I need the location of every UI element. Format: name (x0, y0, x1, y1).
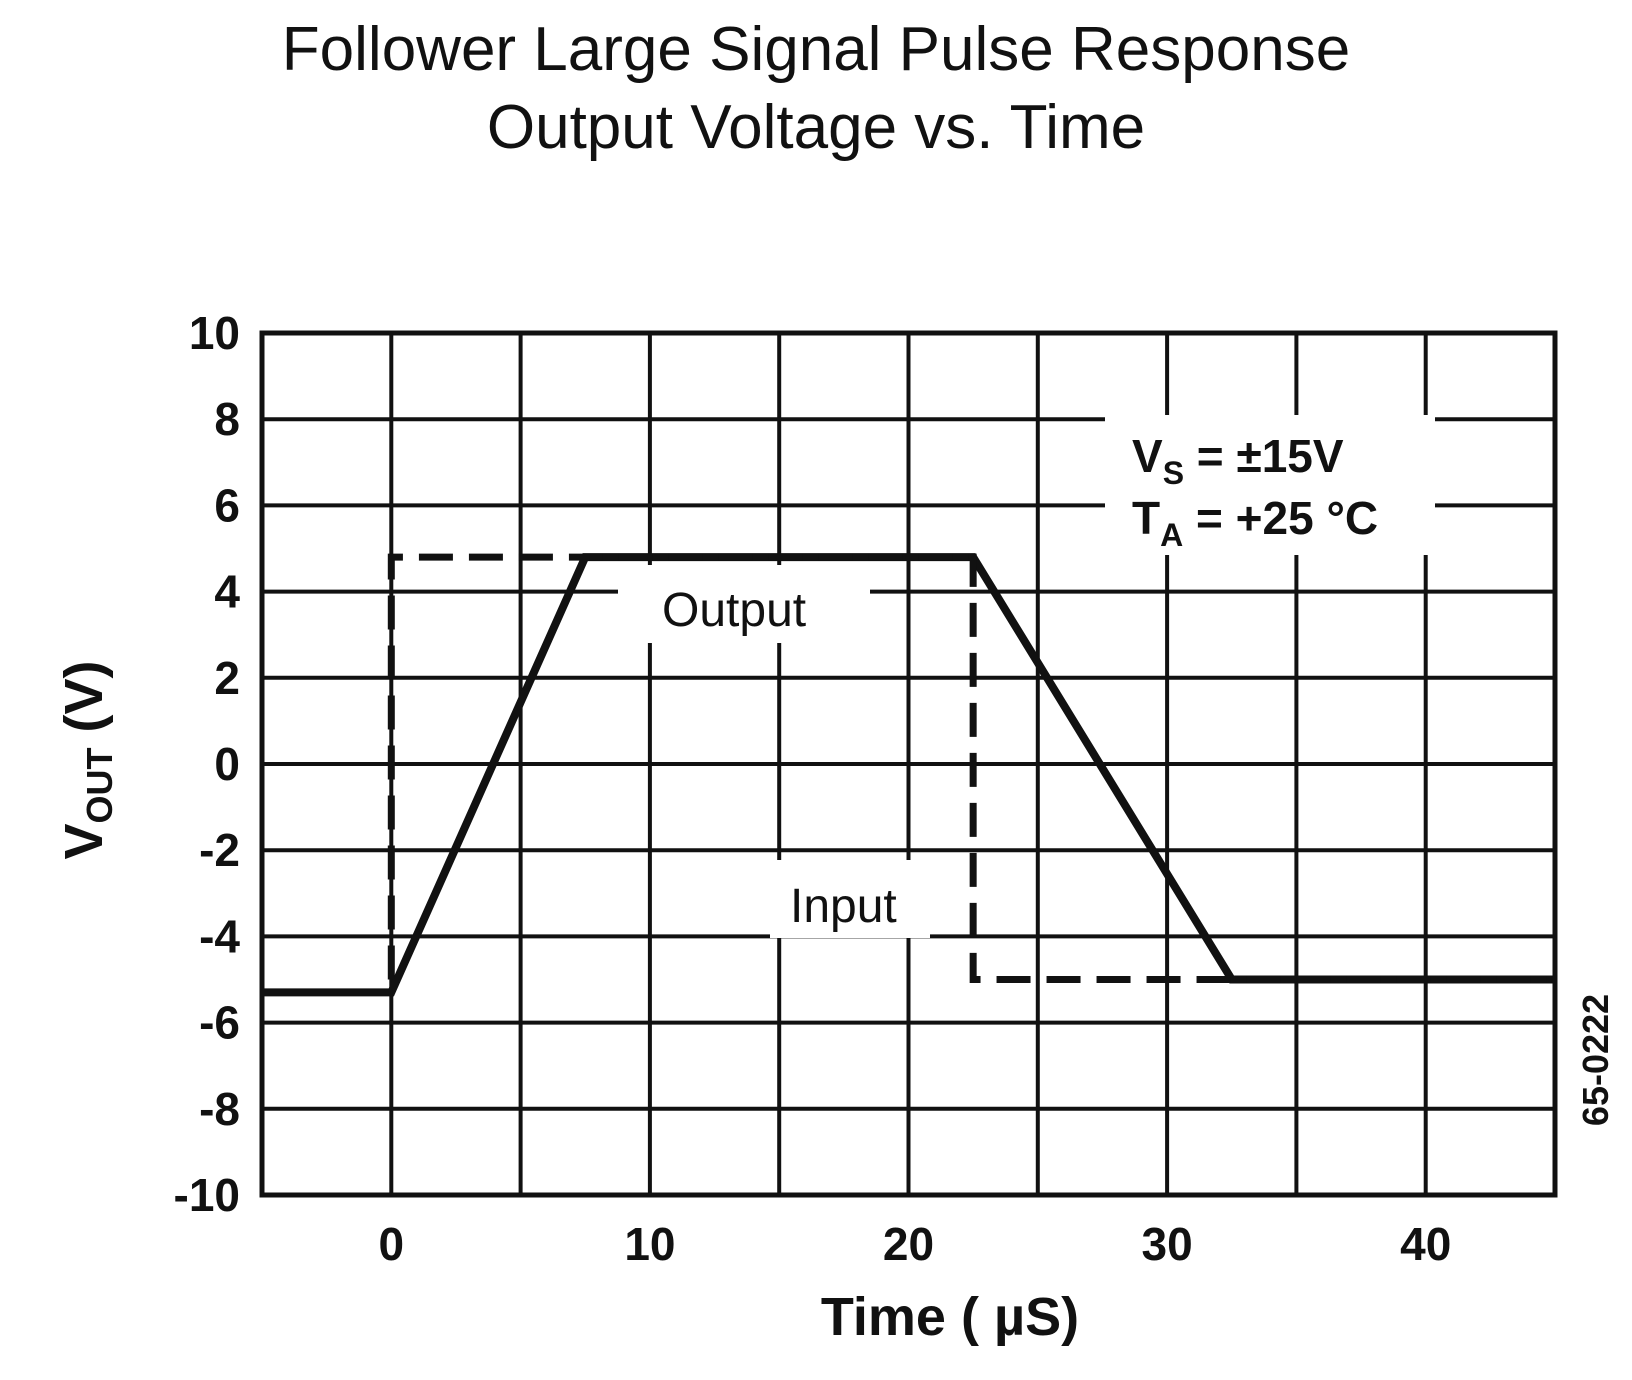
y-tick-label: 10 (189, 307, 240, 359)
x-tick-label: 40 (1400, 1218, 1451, 1270)
y-tick-label: -8 (199, 1083, 240, 1135)
condition-temperature-value: = +25 °C (1183, 492, 1378, 544)
x-axis-label: Time ( µS) (821, 1287, 1079, 1347)
plot-frame (259, 330, 1558, 1198)
condition-supply-subscript: S (1163, 455, 1184, 491)
y-tick-label: 8 (214, 393, 240, 445)
y-tick-label: 6 (214, 479, 240, 531)
plot-border (259, 330, 1558, 1198)
input-label-bg (770, 860, 930, 938)
condition-supply: VS = ±15V (1132, 430, 1344, 491)
x-tick-label: 30 (1142, 1218, 1193, 1270)
plot-series (262, 553, 1555, 997)
chart-subtitle: Output Voltage vs. Time (486, 93, 1146, 162)
x-tick-label: 0 (379, 1218, 405, 1270)
y-tick-label: 4 (214, 566, 240, 618)
y-axis-label-subscript: OUT (79, 747, 120, 823)
y-tick-label: -2 (199, 824, 240, 876)
annotations: Output Input VS = ±15V TA = +25 °C (618, 415, 1435, 938)
condition-temperature-subscript: A (1160, 517, 1183, 553)
y-axis-label-main: V (54, 823, 114, 859)
series-label-input: Input (790, 880, 897, 933)
y-axis-label: VOUT (V) (54, 660, 120, 859)
condition-temperature-symbol: T (1132, 492, 1160, 544)
y-tick-label: 2 (214, 652, 240, 704)
figure-code: 65-0222 (1575, 994, 1616, 1126)
chart-title: Follower Large Signal Pulse Response (281, 15, 1351, 84)
output-label-bg (618, 565, 870, 643)
series-line-input (387, 553, 1555, 983)
y-tick-label: 0 (214, 738, 240, 790)
x-tick-label: 10 (624, 1218, 675, 1270)
y-axis-label-unit: (V) (54, 660, 114, 747)
condition-supply-symbol: V (1132, 430, 1163, 482)
y-tick-label: -6 (199, 997, 240, 1049)
conditions-bg (1105, 415, 1435, 555)
condition-supply-value: = ±15V (1184, 430, 1344, 482)
y-tick-label: -4 (199, 910, 240, 962)
x-tick-label: 20 (883, 1218, 934, 1270)
y-tick-label: -10 (174, 1169, 240, 1221)
series-label-output: Output (662, 584, 806, 637)
condition-temperature: TA = +25 °C (1132, 492, 1378, 553)
